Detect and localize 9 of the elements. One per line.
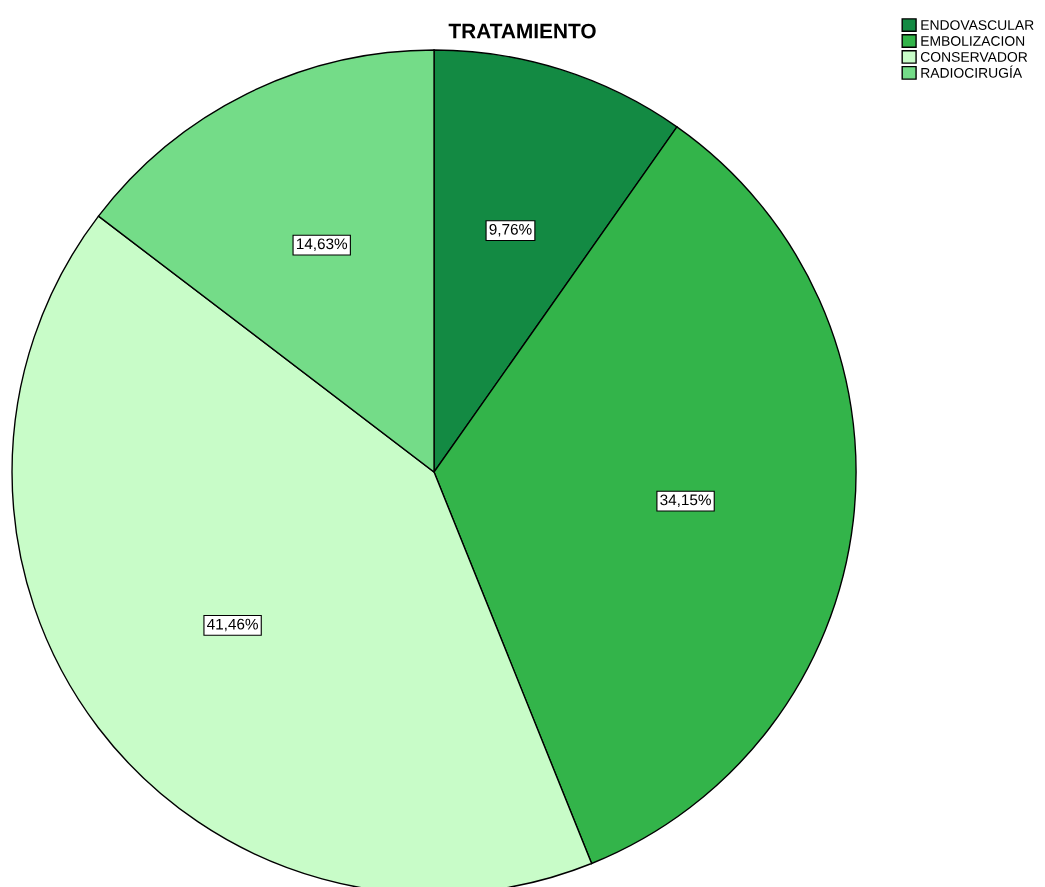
data-label: 34,15% xyxy=(660,494,711,508)
legend-label: EMBOLIZACION xyxy=(921,36,1025,46)
data-label: 9,76% xyxy=(489,223,532,237)
data-label: 41,46% xyxy=(207,618,258,632)
legend-label: RADIOCIRUGÍA xyxy=(921,65,1023,78)
chart-title: TRATAMIENTO xyxy=(448,23,596,39)
legend-label: ENDOVASCULAR xyxy=(921,20,1034,30)
legend-label: CONSERVADOR xyxy=(920,52,1028,62)
data-label: 14,63% xyxy=(296,238,348,251)
